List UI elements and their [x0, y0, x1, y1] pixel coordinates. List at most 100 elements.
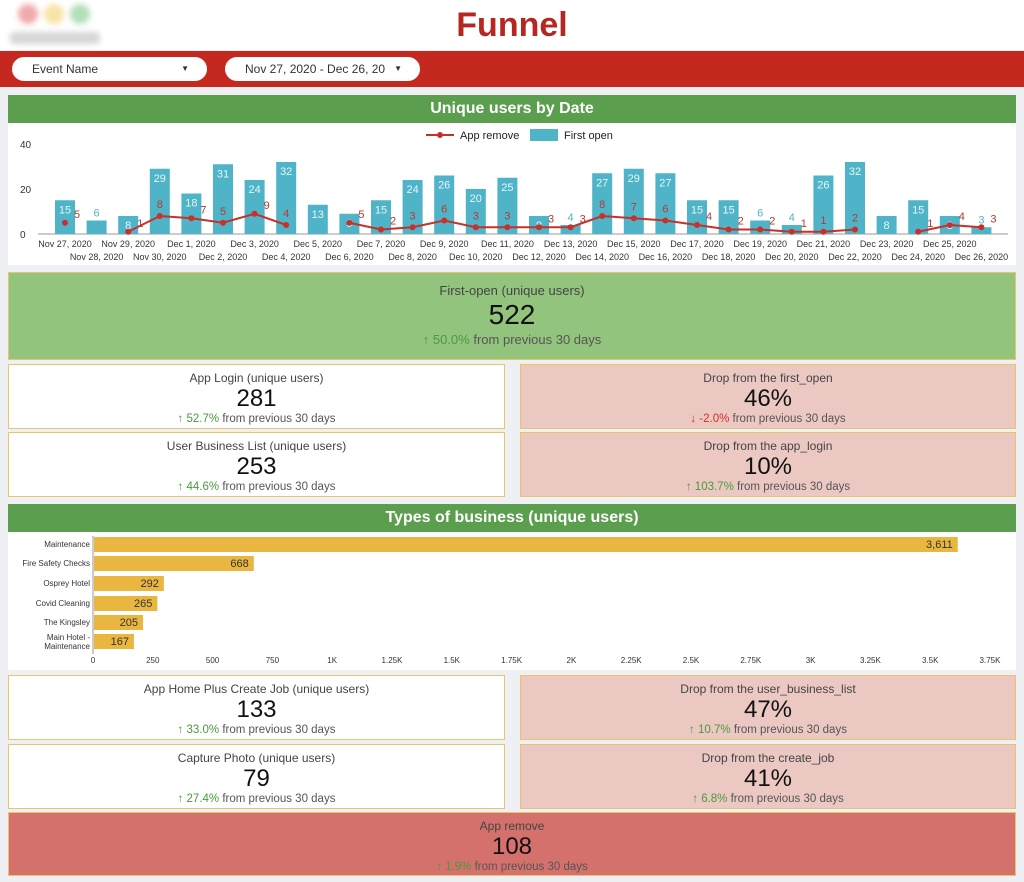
point-app-remove [820, 228, 827, 235]
bar-label: 26 [438, 180, 450, 192]
card-drop-create: Drop from the create_job 41% ↑ 6.8% from p… [520, 744, 1016, 809]
point-label: 3 [504, 210, 510, 222]
point-label: 6 [441, 204, 447, 216]
date-range-dropdown[interactable]: Nov 27, 2020 - Dec 26, 20 ▼ [225, 57, 420, 81]
arrow-up-icon: ↑ [177, 724, 187, 736]
bar-first-open [876, 216, 897, 234]
point-label: 2 [769, 216, 775, 228]
x-tick-label: Nov 29, 2020 [101, 239, 155, 249]
x-tick-label: Dec 14, 2020 [575, 252, 629, 262]
point-app-remove [757, 226, 764, 233]
point-app-remove [220, 219, 226, 226]
x-tick-label: Dec 7, 2020 [357, 239, 406, 249]
card-label: Drop from the user_business_list [680, 682, 856, 696]
point-label: 5 [358, 209, 364, 221]
point-app-remove [915, 228, 922, 235]
point-label: 2 [852, 213, 858, 225]
point-app-remove [504, 224, 511, 231]
x-tick-label: Dec 24, 2020 [891, 252, 945, 262]
x-tick-label: Dec 26, 2020 [955, 252, 1009, 262]
x-tick-label: 3.5K [922, 656, 939, 665]
x-tick-label: 2.25K [621, 656, 643, 665]
x-tick-label: Dec 8, 2020 [388, 252, 437, 262]
point-label: 4 [706, 211, 712, 223]
x-tick-label: Nov 28, 2020 [70, 252, 124, 262]
arrow-up-icon: ↑ [422, 332, 433, 347]
arrow-up-icon: ↑ [436, 861, 446, 873]
hbar-covid-cleaning [94, 596, 158, 611]
x-tick-label: 0 [91, 656, 96, 665]
card-change-suffix: from previous 30 days [222, 793, 336, 805]
bar-label: 167 [111, 636, 129, 648]
point-app-remove [978, 224, 985, 231]
x-tick-label: Dec 19, 2020 [733, 239, 787, 249]
bar-label: 6 [757, 208, 763, 220]
x-tick-label: Dec 23, 2020 [860, 239, 914, 249]
x-tick-label: 1K [327, 656, 337, 665]
bar-label: 3,611 [926, 539, 953, 551]
point-app-remove [156, 213, 163, 219]
bar-label: 15 [691, 204, 703, 216]
legend-first-open-label: First open [564, 130, 613, 142]
hbar-fire-safety-checks [94, 556, 254, 571]
hbar-main-hotel-maintenance [94, 634, 134, 649]
bar-first-open [845, 162, 865, 234]
x-tick-label: Dec 6, 2020 [325, 252, 374, 262]
point-app-remove [946, 222, 953, 228]
event-name-value: Event Name [32, 62, 99, 76]
bar-label: 15 [375, 204, 387, 216]
arrow-up-icon: ↑ [692, 793, 702, 805]
bar-first-open [908, 200, 929, 234]
x-tick-label: Dec 5, 2020 [294, 239, 343, 249]
x-tick-label: Dec 13, 2020 [544, 239, 598, 249]
point-app-remove [599, 213, 606, 219]
x-tick-label: Dec 15, 2020 [607, 239, 661, 249]
card-change: 50.0% [432, 332, 470, 347]
event-name-dropdown[interactable]: Event Name ▼ [12, 57, 207, 81]
x-tick-label: 2.75K [740, 656, 762, 665]
arrow-up-icon: ↑ [177, 413, 187, 425]
dropdown-arrow-icon: ▼ [181, 64, 189, 73]
card-value: 47% [743, 696, 793, 723]
bar-label: 3 [978, 214, 984, 226]
x-tick-label: Dec 12, 2020 [512, 252, 566, 262]
card-label: First-open (unique users) [439, 283, 585, 298]
card-app-login: App Login (unique users) 281 ↑ 52.7% from … [8, 364, 505, 429]
card-drop-ubl: Drop from the user_business_list 47% ↑ 10.… [520, 675, 1016, 740]
x-tick-label: Dec 4, 2020 [262, 252, 311, 262]
point-label: 7 [631, 201, 637, 213]
card-change-suffix: from previous 30 days [730, 793, 844, 805]
hbar-the-kingsley [94, 615, 144, 630]
bar-first-open [718, 200, 739, 234]
x-tick-label: 500 [206, 656, 220, 665]
card-change: 44.6% [186, 481, 220, 493]
y-tick-label: Osprey Hotel [43, 579, 90, 588]
bar-label: 15 [912, 204, 924, 216]
bar-first-open [371, 200, 391, 234]
point-app-remove [567, 224, 574, 231]
bar-label: 8 [125, 220, 131, 232]
x-tick-label: 1.75K [501, 656, 523, 665]
bar-label: 265 [134, 598, 152, 610]
card-label: Drop from the first_open [703, 371, 833, 385]
point-label: 3 [548, 213, 554, 225]
bar-first-open [181, 193, 202, 234]
card-label: App Home Plus Create Job (unique users) [143, 682, 370, 696]
card-value: 46% [743, 385, 793, 412]
card-change-suffix: from previous 30 days [732, 413, 846, 425]
point-label: 2 [390, 216, 396, 228]
point-app-remove [725, 226, 732, 233]
bar-first-open [497, 177, 518, 234]
bar-first-open [55, 200, 75, 234]
x-tick-label: 2K [567, 656, 577, 665]
bar-first-open [971, 227, 992, 234]
x-tick-label: Dec 25, 2020 [923, 239, 977, 249]
bar-label: 32 [280, 166, 292, 178]
bar-label: 20 [470, 193, 482, 205]
card-label: App remove [479, 819, 545, 833]
x-tick-label: 2.5K [683, 656, 700, 665]
point-label: 4 [283, 208, 289, 220]
card-change: -2.0% [699, 413, 730, 425]
chart-title: Unique users by Date [8, 95, 1016, 123]
legend-app-remove-label: App remove [460, 130, 519, 142]
